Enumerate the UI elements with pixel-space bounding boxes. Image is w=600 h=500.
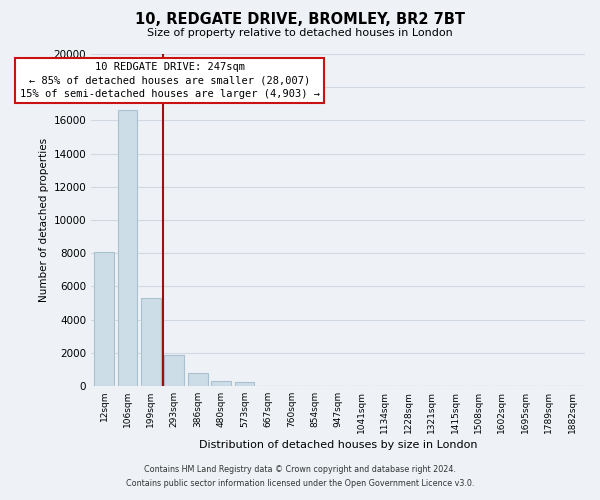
Bar xyxy=(118,110,137,386)
Text: Contains HM Land Registry data © Crown copyright and database right 2024.
Contai: Contains HM Land Registry data © Crown c… xyxy=(126,466,474,487)
Bar xyxy=(235,382,254,386)
X-axis label: Distribution of detached houses by size in London: Distribution of detached houses by size … xyxy=(199,440,478,450)
Y-axis label: Number of detached properties: Number of detached properties xyxy=(40,138,49,302)
Bar xyxy=(94,252,114,386)
Text: 10, REDGATE DRIVE, BROMLEY, BR2 7BT: 10, REDGATE DRIVE, BROMLEY, BR2 7BT xyxy=(135,12,465,28)
Bar xyxy=(211,382,231,386)
Bar xyxy=(164,356,184,386)
Text: 10 REDGATE DRIVE: 247sqm
← 85% of detached houses are smaller (28,007)
15% of se: 10 REDGATE DRIVE: 247sqm ← 85% of detach… xyxy=(20,62,320,98)
Text: Size of property relative to detached houses in London: Size of property relative to detached ho… xyxy=(147,28,453,38)
Bar xyxy=(188,373,208,386)
Bar xyxy=(141,298,161,386)
